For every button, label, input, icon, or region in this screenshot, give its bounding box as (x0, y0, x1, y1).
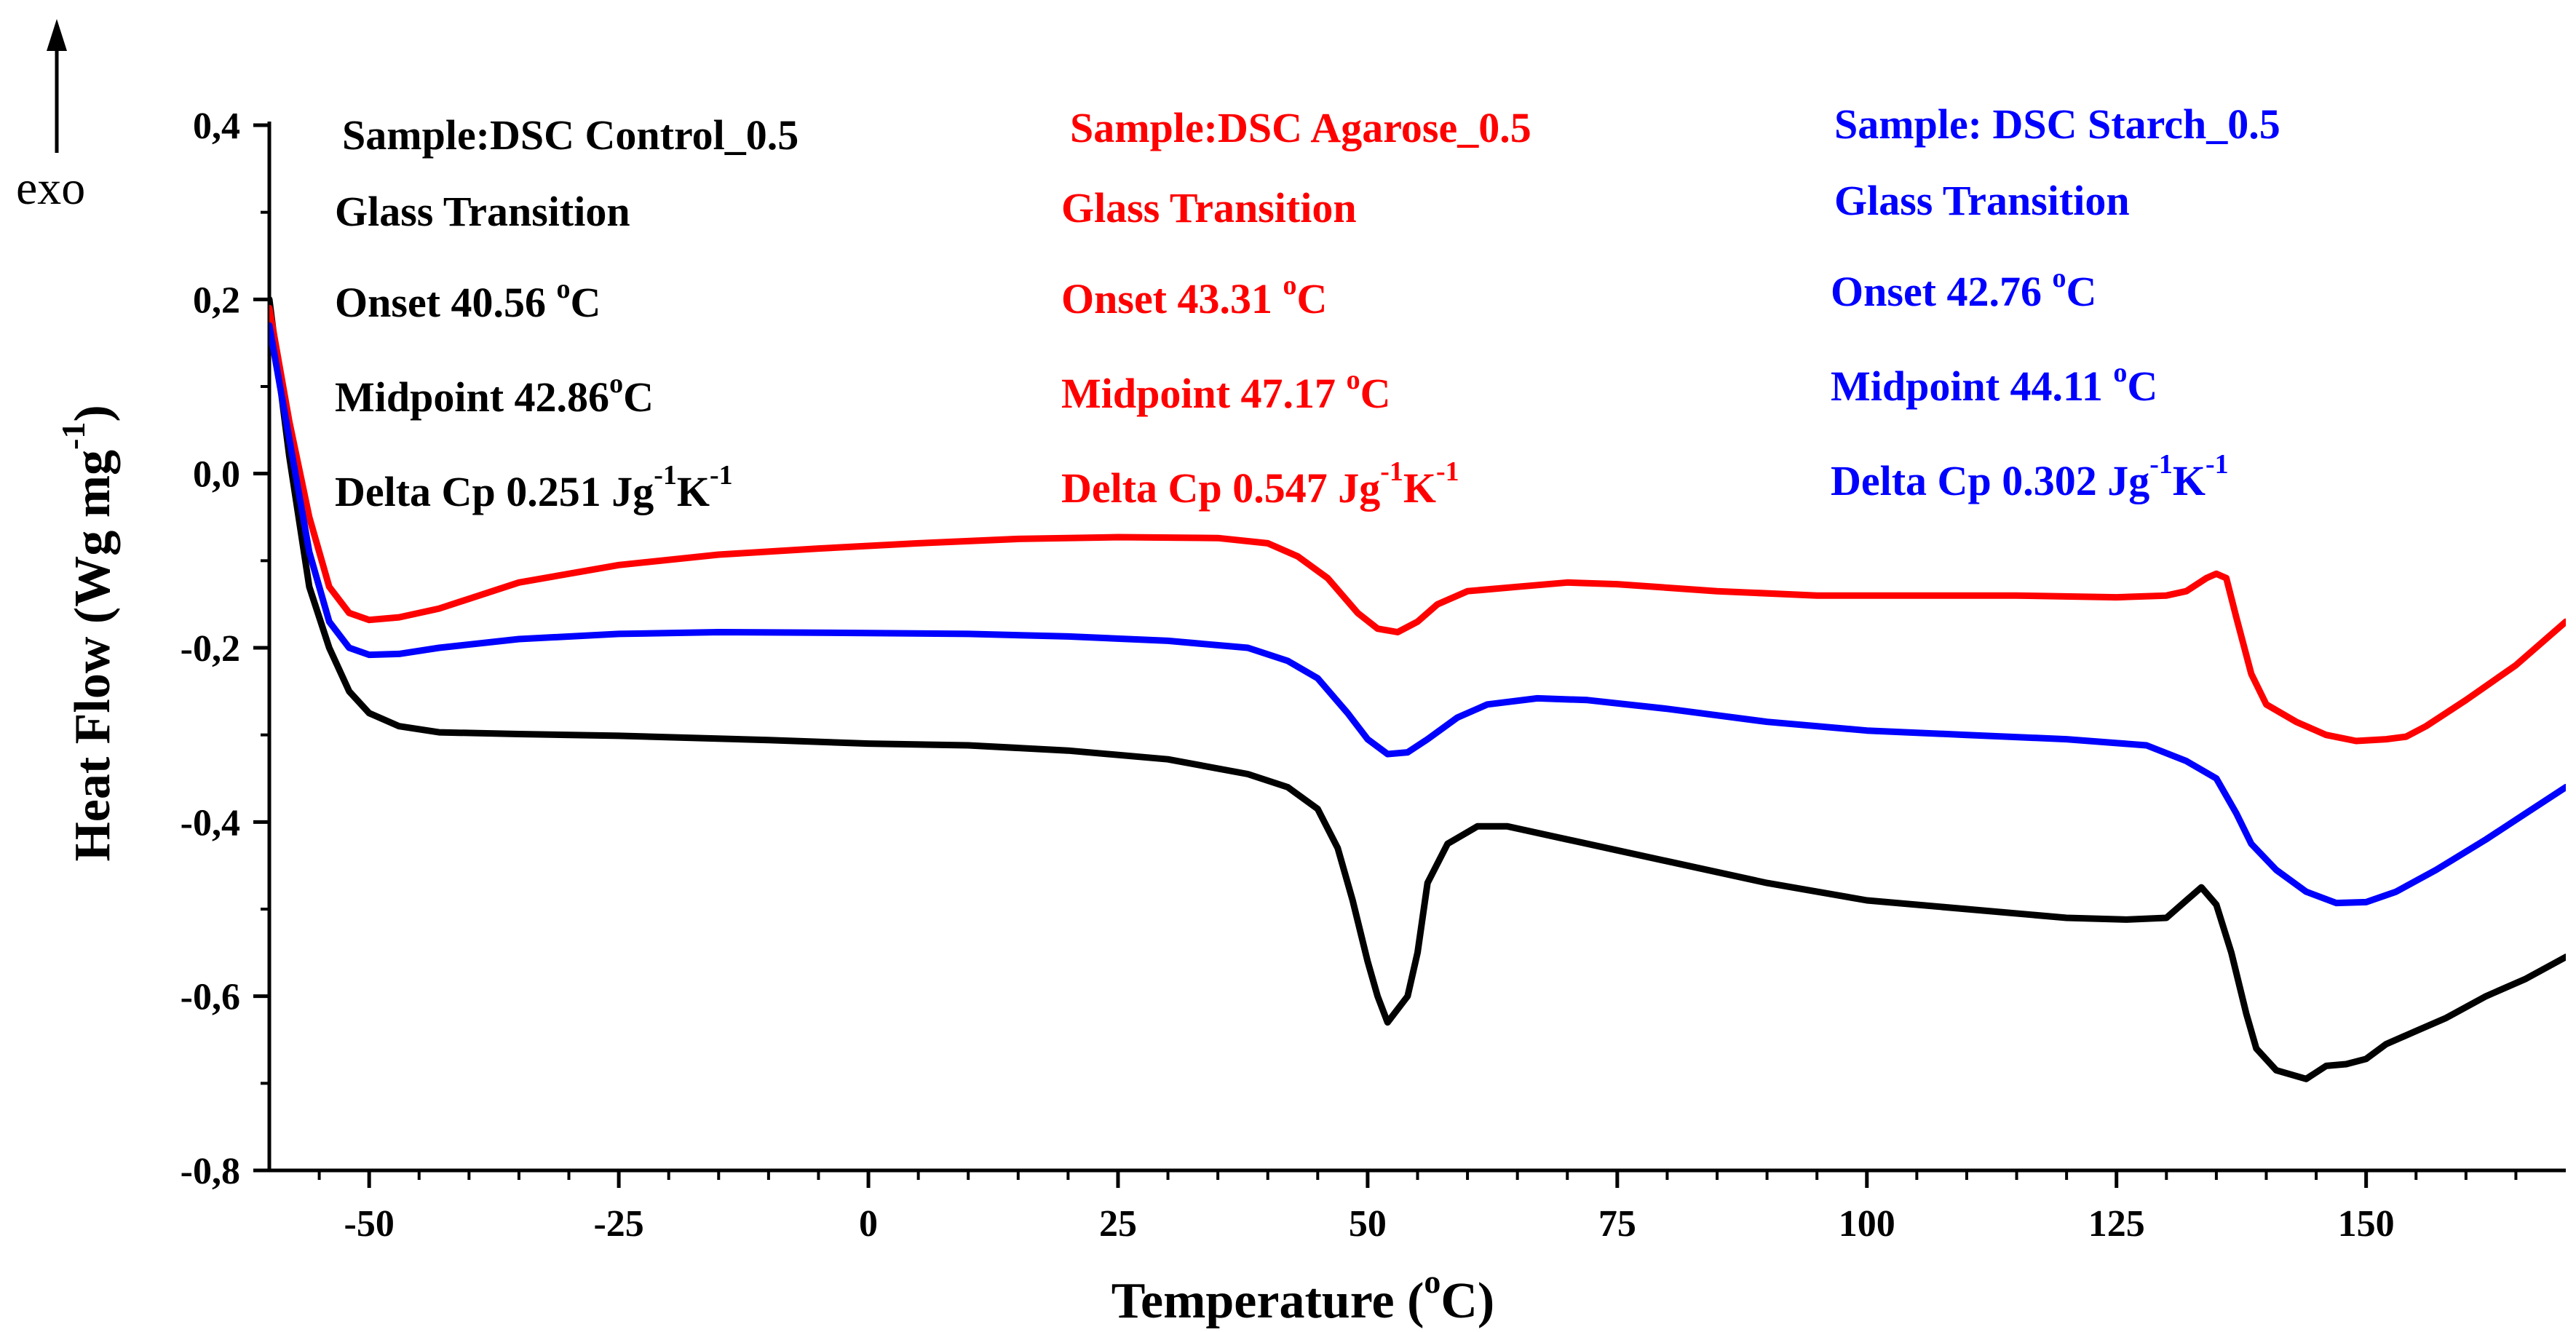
annotation-starch-sample: Sample: DSC Starch_0.5 (1834, 100, 2280, 148)
annotation-agarose-onset: Onset 43.31 oC (1061, 270, 1327, 322)
plot-area: -0,8 -0,6 -0,4 -0,2 0,0 0,2 0,4 -50 -25 0 25 50 75 10… (181, 106, 2566, 1245)
annotation-agarose-sample: Sample:DSC Agarose_0.5 (1070, 104, 1531, 151)
annotation-agarose-delta-cp: Delta Cp 0.547 Jg-1K-1 (1061, 456, 1459, 512)
annotation-starch-onset: Onset 42.76 oC (1831, 263, 2096, 315)
annotation-control-onset: Onset 40.56 oC (335, 274, 601, 326)
annotation-starch-transition: Glass Transition (1834, 177, 2130, 224)
y-tick-label: -0,4 (181, 802, 240, 844)
x-tick-label: 100 (1839, 1203, 1895, 1245)
annotation-control-delta-cp: Delta Cp 0.251 Jg-1K-1 (335, 460, 733, 515)
y-tick-label: -0,2 (181, 628, 240, 670)
annotation-starch-delta-cp: Delta Cp 0.302 Jg-1K-1 (1831, 449, 2229, 504)
annotation-control-midpoint: Midpoint 42.86oC (335, 368, 654, 421)
x-tick-label: -50 (344, 1203, 395, 1245)
y-tick-label: 0,0 (193, 454, 240, 496)
x-tick-label: 150 (2338, 1203, 2395, 1245)
annotation-agarose-midpoint: Midpoint 47.17 oC (1061, 365, 1390, 417)
annotation-agarose: Sample:DSC Agarose_0.5 Glass Transition … (1061, 104, 1531, 512)
exo-arrow (47, 19, 67, 153)
x-tick-label: 125 (2088, 1203, 2145, 1245)
series-line-control (269, 296, 2566, 1082)
annotation-control: Sample:DSC Control_0.5 Glass Transition … (335, 111, 798, 515)
y-tick-label: 0,4 (193, 106, 240, 147)
series-line-agarose (269, 304, 2566, 745)
y-tick-label: 0,2 (193, 280, 240, 321)
annotation-agarose-transition: Glass Transition (1061, 184, 1357, 231)
annotation-control-sample: Sample:DSC Control_0.5 (342, 111, 798, 159)
annotation-starch: Sample: DSC Starch_0.5 Glass Transition … (1831, 100, 2280, 504)
x-tick-label: 75 (1598, 1203, 1636, 1245)
exo-label: exo (16, 162, 85, 215)
x-tick-label: 0 (859, 1203, 878, 1245)
annotation-starch-midpoint: Midpoint 44.11 oC (1831, 357, 2157, 410)
y-axis-title: Heat Flow (Wg mg-1) (55, 405, 121, 861)
x-tick-label: -25 (593, 1203, 643, 1245)
x-tick-label: 25 (1099, 1203, 1137, 1245)
x-tick-label: 50 (1349, 1203, 1387, 1245)
annotation-control-transition: Glass Transition (335, 188, 630, 235)
x-axis-title: Temperature (oC) (1111, 1263, 1495, 1329)
y-tick-label: -0,6 (181, 977, 240, 1018)
y-tick-label: -0,8 (181, 1151, 240, 1192)
series-line-starch (269, 322, 2566, 907)
